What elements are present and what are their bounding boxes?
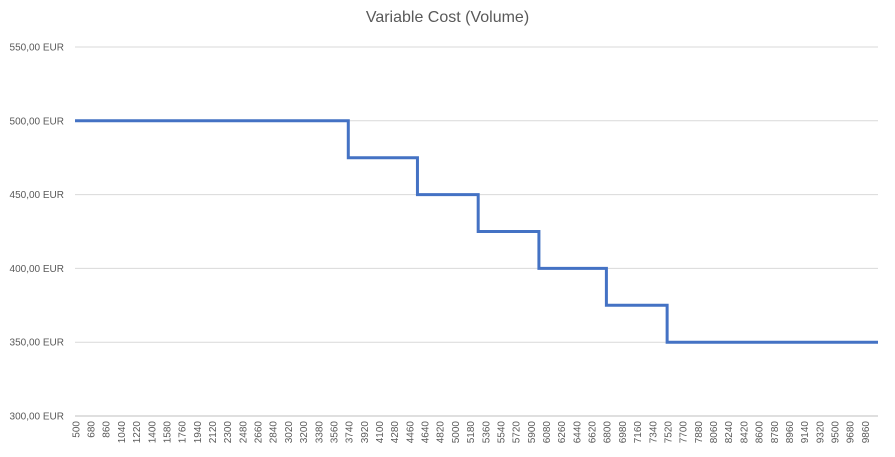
series-layer bbox=[75, 119, 878, 344]
x-tick-label: 6620 bbox=[588, 421, 599, 444]
x-tick-label: 9860 bbox=[861, 421, 872, 444]
x-tick-label: 2300 bbox=[223, 421, 234, 444]
x-tick-label: 680 bbox=[87, 421, 98, 438]
x-tick-label: 7700 bbox=[679, 421, 690, 444]
x-tick-label: 2480 bbox=[238, 421, 249, 444]
x-tick-label: 9320 bbox=[815, 421, 826, 444]
x-tick-label: 3920 bbox=[360, 421, 371, 444]
x-axis-ticks: 500 680 860 1040 1220 1400 1580 1760 1940 2120 230… bbox=[71, 421, 872, 444]
x-tick-label: 4820 bbox=[436, 421, 447, 444]
x-tick-label: 4460 bbox=[405, 421, 416, 444]
x-tick-label: 1760 bbox=[178, 421, 189, 444]
x-tick-label: 5360 bbox=[481, 421, 492, 444]
x-tick-label: 8420 bbox=[739, 421, 750, 444]
y-tick-label: 300,00 EUR bbox=[10, 412, 64, 423]
x-tick-label: 1940 bbox=[193, 421, 204, 444]
x-tick-label: 1580 bbox=[162, 421, 173, 444]
grid-lines bbox=[75, 46, 878, 417]
x-tick-label: 1220 bbox=[132, 421, 143, 444]
x-tick-label: 6080 bbox=[542, 421, 553, 444]
x-tick-label: 3200 bbox=[299, 421, 310, 444]
x-tick-label: 6800 bbox=[603, 421, 614, 444]
x-tick-label: 5540 bbox=[496, 421, 507, 444]
y-axis-ticks: 300,00 EUR 350,00 EUR 400,00 EUR 450,00 EUR… bbox=[10, 43, 64, 423]
x-tick-label: 6980 bbox=[618, 421, 629, 444]
x-tick-label: 3740 bbox=[345, 421, 356, 444]
chart-title: Variable Cost (Volume) bbox=[365, 9, 530, 26]
x-tick-label: 7160 bbox=[633, 421, 644, 444]
x-tick-label: 8960 bbox=[785, 421, 796, 444]
x-tick-label: 9500 bbox=[830, 421, 841, 444]
x-tick-label: 860 bbox=[102, 421, 113, 438]
x-tick-label: 7880 bbox=[694, 421, 705, 444]
x-tick-label: 6260 bbox=[557, 421, 568, 444]
x-tick-label: 9680 bbox=[846, 421, 857, 444]
x-tick-label: 9140 bbox=[800, 421, 811, 444]
x-tick-label: 3380 bbox=[314, 421, 325, 444]
y-tick-label: 550,00 EUR bbox=[10, 43, 64, 54]
x-tick-label: 5000 bbox=[451, 421, 462, 444]
x-tick-label: 6440 bbox=[572, 421, 583, 444]
x-tick-label: 8240 bbox=[724, 421, 735, 444]
x-tick-label: 2840 bbox=[269, 421, 280, 444]
x-tick-label: 5900 bbox=[527, 421, 538, 444]
x-tick-label: 2120 bbox=[208, 421, 219, 444]
x-tick-label: 5720 bbox=[512, 421, 523, 444]
x-tick-label: 5180 bbox=[466, 421, 477, 444]
y-tick-label: 450,00 EUR bbox=[10, 190, 64, 201]
x-tick-label: 8780 bbox=[770, 421, 781, 444]
x-tick-label: 3560 bbox=[329, 421, 340, 444]
y-tick-label: 400,00 EUR bbox=[10, 264, 64, 275]
series-line bbox=[75, 119, 878, 344]
x-tick-label: 4640 bbox=[421, 421, 432, 444]
x-tick-label: 3020 bbox=[284, 421, 295, 444]
y-tick-label: 350,00 EUR bbox=[10, 338, 64, 349]
x-tick-label: 2660 bbox=[254, 421, 265, 444]
x-tick-label: 7340 bbox=[648, 421, 659, 444]
x-tick-label: 7520 bbox=[663, 421, 674, 444]
x-tick-label: 4280 bbox=[390, 421, 401, 444]
x-tick-label: 8600 bbox=[755, 421, 766, 444]
x-tick-label: 8060 bbox=[709, 421, 720, 444]
x-tick-label: 1400 bbox=[147, 421, 158, 444]
y-tick-label: 500,00 EUR bbox=[10, 116, 64, 127]
x-tick-label: 500 bbox=[71, 421, 82, 438]
x-tick-label: 1040 bbox=[117, 421, 128, 444]
x-tick-label: 4100 bbox=[375, 421, 386, 444]
